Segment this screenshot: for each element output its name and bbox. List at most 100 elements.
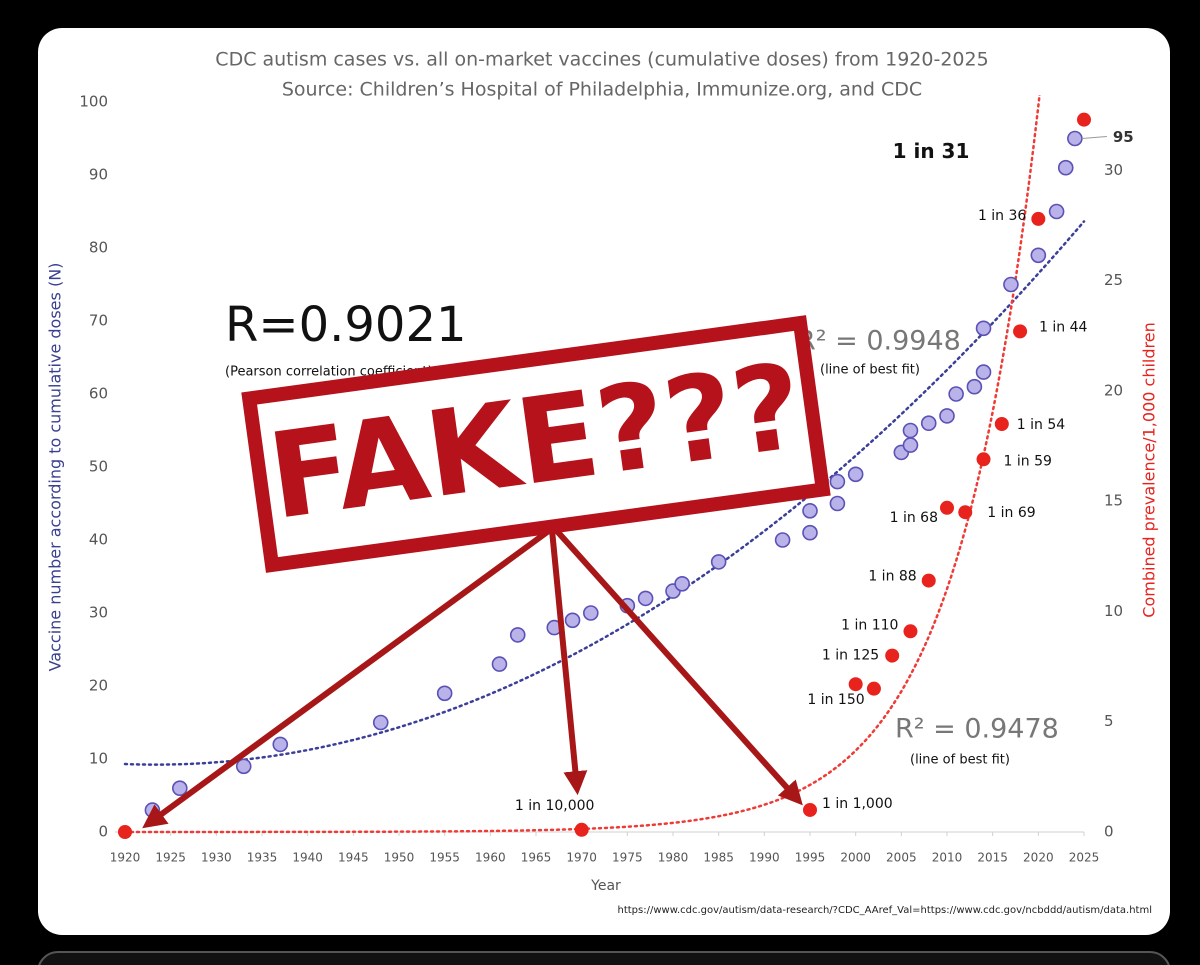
- point: [939, 408, 955, 424]
- point: [574, 822, 589, 837]
- point: [272, 736, 289, 753]
- x-tick-label: 1925: [155, 851, 186, 865]
- chart-subtitle: Source: Children’s Hospital of Philadelp…: [282, 79, 922, 101]
- y-tick-label: 0: [98, 823, 108, 841]
- x-tick-label: 1965: [521, 851, 552, 865]
- point: [710, 554, 727, 570]
- x-tick-label: 2025: [1069, 851, 1100, 865]
- x-tick-label: 1935: [247, 851, 278, 865]
- x-tick-label: 1950: [384, 851, 415, 865]
- x-tick-label: 1945: [338, 851, 369, 865]
- y-tick-label: 40: [89, 531, 108, 549]
- x-tick-label: 1980: [658, 851, 689, 865]
- trendline: [123, 220, 1086, 766]
- x-tick-label: 1930: [201, 851, 232, 865]
- data-label: 1 in 69: [987, 505, 1035, 521]
- x-tick-label: 1990: [749, 851, 780, 865]
- annotation: R² = 0.9478: [895, 714, 1059, 745]
- y2-tick-label: 30: [1104, 161, 1123, 179]
- x-tick-label: 1940: [292, 851, 323, 865]
- point: [118, 825, 132, 839]
- point: [885, 648, 900, 663]
- point: [637, 590, 654, 607]
- y2-tick-label: 0: [1104, 823, 1114, 841]
- annotation: R² = 0.9948: [797, 326, 961, 357]
- annotation: R=0.9021: [225, 297, 467, 353]
- y-tick-label: 100: [79, 93, 108, 111]
- x-tick-label: 1960: [475, 851, 506, 865]
- arrow: [549, 529, 588, 796]
- point: [847, 466, 864, 483]
- point: [921, 573, 936, 588]
- x-axis-title: Year: [590, 878, 621, 894]
- annotation: (line of best fit): [910, 753, 1010, 768]
- x-tick-label: 1975: [612, 851, 643, 865]
- x-tick-label: 1985: [703, 851, 734, 865]
- trendline: [123, 95, 1041, 834]
- point: [902, 422, 919, 439]
- x-tick-label: 1920: [110, 851, 141, 865]
- point: [582, 605, 599, 621]
- point: [976, 452, 991, 467]
- y-tick-label: 60: [89, 385, 108, 403]
- x-tick-label: 2010: [932, 851, 963, 865]
- point: [774, 532, 791, 548]
- point: [172, 780, 188, 797]
- y-tick-label: 80: [89, 239, 108, 257]
- point: [803, 802, 817, 817]
- point: [948, 386, 964, 402]
- point: [994, 416, 1009, 431]
- source-url: https://www.cdc.gov/autism/data-research…: [618, 905, 1153, 916]
- point: [802, 524, 818, 541]
- point: [848, 677, 863, 692]
- point: [975, 320, 992, 337]
- point: [1013, 324, 1028, 339]
- point: [975, 364, 992, 380]
- point: [1031, 211, 1046, 226]
- x-tick-label: 1955: [429, 851, 460, 865]
- data-label: 1 in 54: [1017, 417, 1065, 433]
- point: [940, 500, 954, 515]
- y-tick-label: 90: [89, 166, 108, 184]
- leader-line: [1081, 136, 1107, 139]
- data-label: 1 in 68: [890, 510, 938, 526]
- point: [958, 505, 973, 520]
- arrow: [553, 527, 803, 806]
- point: [491, 656, 508, 672]
- data-label: 1 in 1,000: [822, 796, 893, 812]
- arrow: [142, 527, 552, 829]
- point: [1057, 159, 1074, 176]
- point: [1003, 276, 1019, 293]
- point: [1067, 130, 1083, 147]
- data-label: 1 in 88: [868, 569, 916, 585]
- stamp-box: [241, 315, 831, 573]
- data-label: 1 in 10,000: [515, 798, 595, 814]
- x-tick-label: 1995: [795, 851, 826, 865]
- x-tick-label: 2005: [886, 851, 917, 865]
- next-card: [38, 951, 1170, 965]
- x-tick-label: 2000: [840, 851, 871, 865]
- y2-axis-title: Combined prevalence/1,000 children: [1140, 322, 1159, 617]
- point: [436, 685, 453, 702]
- x-tick-label: 1970: [566, 851, 597, 865]
- y-tick-label: 20: [89, 677, 108, 695]
- point: [802, 502, 818, 519]
- y-tick-label: 30: [89, 604, 108, 622]
- point: [829, 473, 846, 490]
- data-label: 1 in 36: [978, 208, 1026, 224]
- annotation: (line of best fit): [820, 363, 920, 378]
- point: [1048, 203, 1065, 220]
- y2-tick-label: 5: [1104, 712, 1114, 730]
- x-tick-label: 2015: [977, 851, 1008, 865]
- point: [674, 575, 690, 592]
- point: [966, 378, 983, 395]
- chart-title: CDC autism cases vs. all on-market vacci…: [215, 49, 988, 71]
- y2-tick-label: 15: [1104, 492, 1123, 510]
- point: [372, 714, 389, 731]
- data-label: 1 in 125: [822, 648, 879, 664]
- point: [1030, 247, 1047, 264]
- x-tick-label: 2020: [1023, 851, 1054, 865]
- point: [829, 495, 846, 512]
- point: [1077, 112, 1091, 127]
